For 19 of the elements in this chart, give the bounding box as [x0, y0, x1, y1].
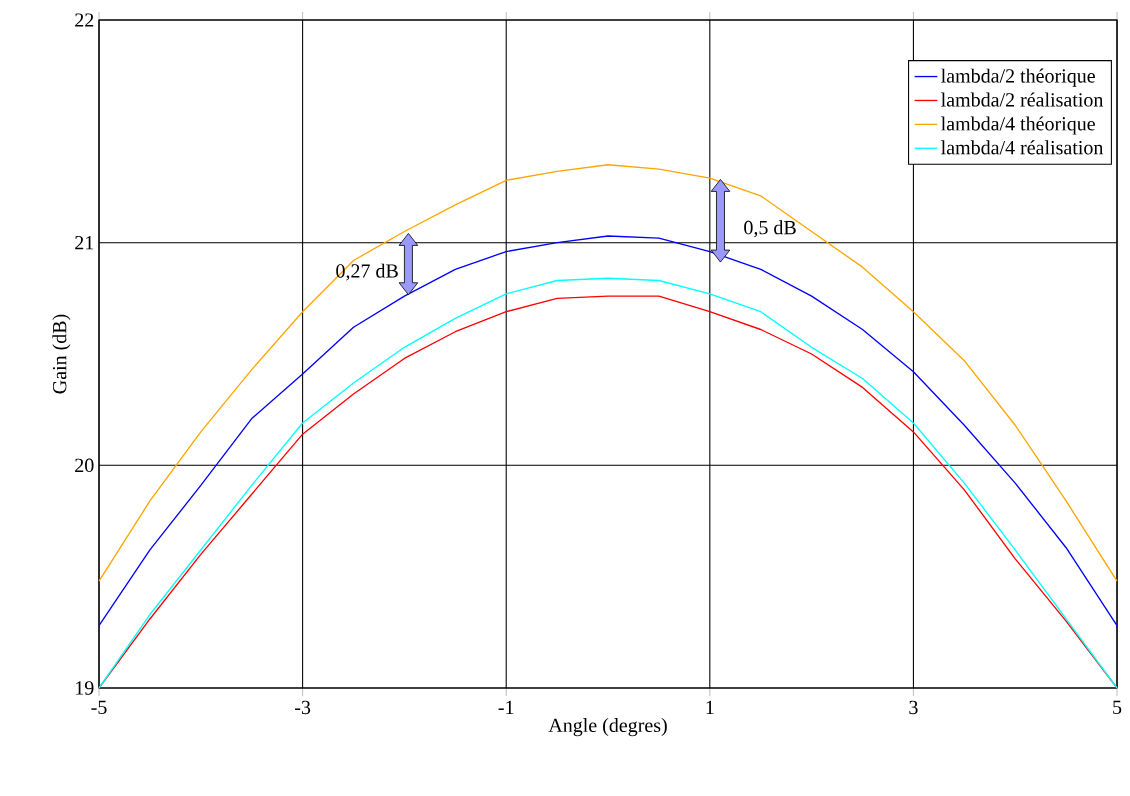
x-tick-label: 5 [1113, 700, 1122, 714]
y-tick-label: 20 [75, 458, 94, 473]
x-tick-label: 3 [909, 700, 918, 715]
y-axis-title: Gain (dB) [52, 314, 71, 394]
x-axis-title: Angle (degres) [548, 717, 667, 737]
line-series [98, 235, 1118, 627]
legend-label: lambda/2 théorique [941, 68, 1095, 87]
x-tick-label: -3 [295, 700, 311, 715]
line-series [98, 164, 1118, 582]
annotation: 0,5 dB [744, 220, 796, 238]
legend-label: lambda/2 réalisation [941, 92, 1104, 107]
legend-label: lambda/4 réalisation [941, 140, 1104, 155]
y-tick-label: 21 [75, 236, 94, 250]
x-tick-label: 1 [706, 700, 714, 714]
x-tick-label: -5 [91, 700, 107, 714]
x-tick-label: -1 [498, 700, 514, 714]
legend-label: lambda/4 théorique [941, 116, 1095, 135]
y-tick-label: 22 [75, 13, 94, 27]
y-tick-label: 19 [76, 681, 94, 695]
